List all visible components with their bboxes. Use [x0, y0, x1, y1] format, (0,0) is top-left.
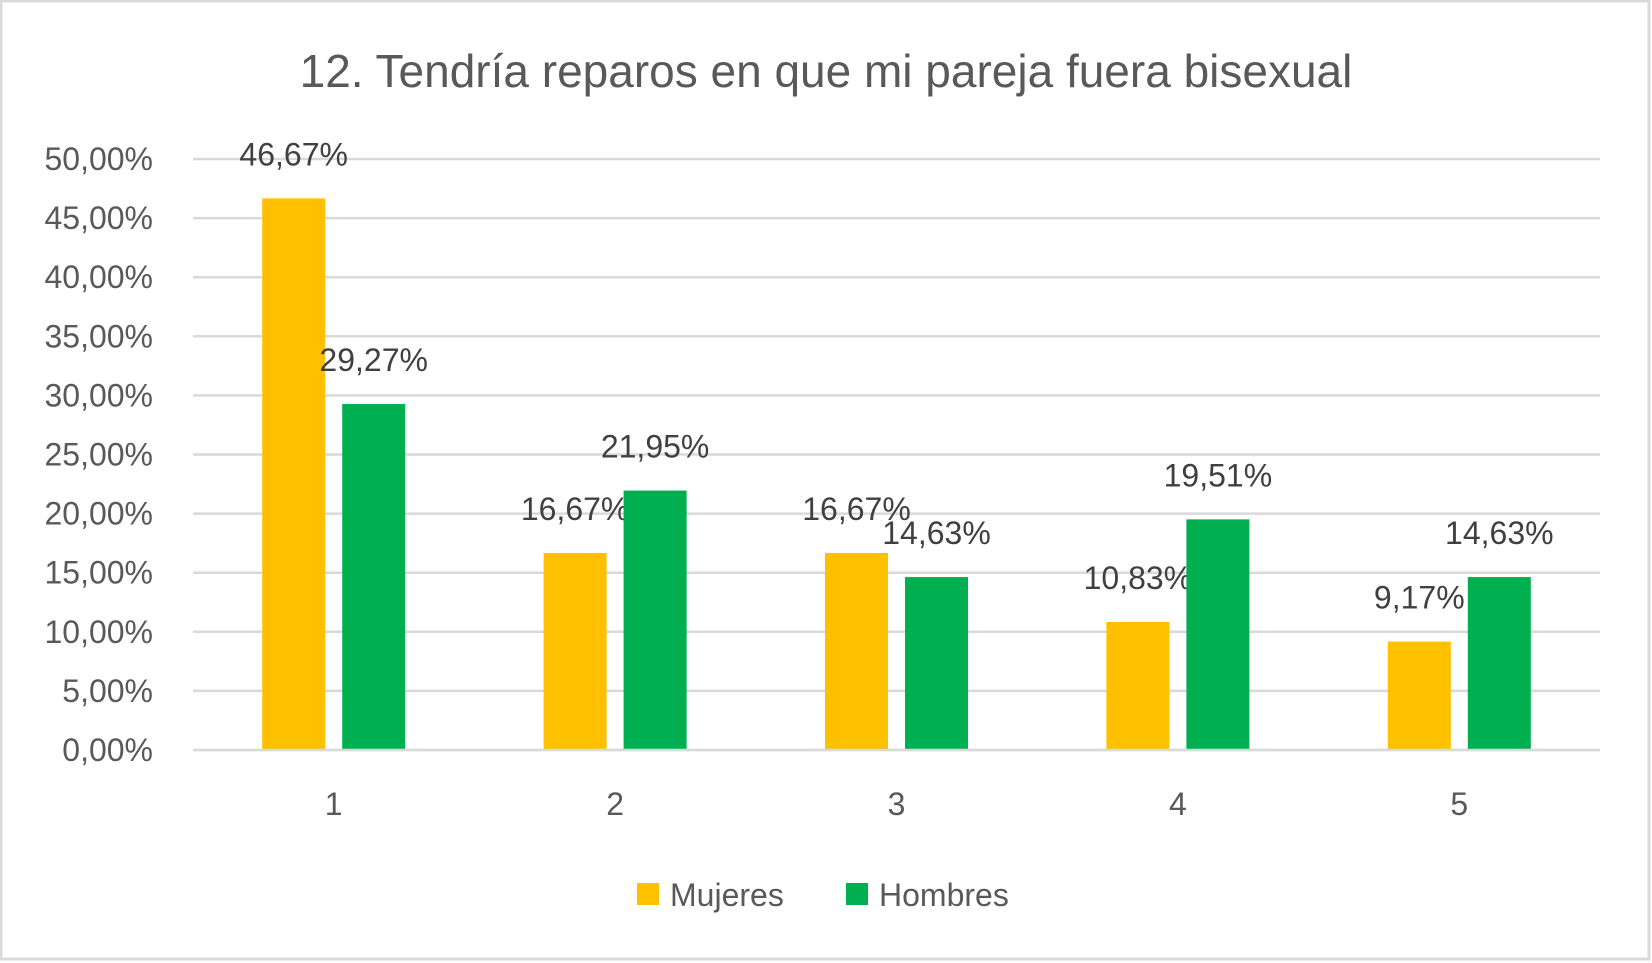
bar-mujeres	[1106, 621, 1170, 750]
y-tick-label: 50,00%	[44, 141, 153, 177]
y-tick-label: 15,00%	[44, 555, 153, 591]
y-tick-label: 10,00%	[44, 614, 153, 650]
data-label: 14,63%	[1445, 515, 1554, 551]
bar-hombres	[342, 404, 406, 750]
y-tick-label: 30,00%	[44, 377, 153, 413]
y-tick-label: 40,00%	[44, 259, 153, 295]
legend-swatch-mujeres	[637, 883, 659, 905]
data-label: 46,67%	[239, 136, 348, 172]
data-label: 29,27%	[319, 342, 428, 378]
legend-swatch-hombres	[846, 883, 868, 905]
bar-hombres	[1467, 577, 1531, 750]
legend-label-hombres: Hombres	[879, 877, 1009, 913]
x-tick-label: 2	[606, 786, 624, 822]
bar-mujeres	[825, 552, 888, 750]
chart-title: 12. Tendría reparos en que mi pareja fue…	[300, 45, 1353, 97]
legend: Mujeres Hombres	[637, 877, 1009, 913]
bar-hombres	[623, 490, 687, 750]
bar-mujeres	[262, 198, 326, 750]
bar-hombres	[905, 577, 968, 750]
data-label: 16,67%	[802, 491, 911, 527]
data-label: 14,63%	[882, 515, 991, 551]
y-tick-label: 20,00%	[44, 496, 153, 532]
x-tick-label: 5	[1450, 786, 1468, 822]
y-tick-label: 0,00%	[62, 732, 153, 768]
y-tick-label: 35,00%	[44, 318, 153, 354]
legend-label-mujeres: Mujeres	[670, 877, 784, 913]
bar-mujeres	[543, 552, 607, 750]
y-tick-label: 45,00%	[44, 200, 153, 236]
data-label: 10,83%	[1084, 560, 1193, 596]
bar-mujeres	[1387, 641, 1451, 750]
data-label: 16,67%	[521, 491, 630, 527]
data-label: 19,51%	[1164, 457, 1273, 493]
bar-hombres	[1186, 519, 1250, 750]
data-label: 9,17%	[1374, 580, 1465, 616]
y-tick-label: 5,00%	[62, 673, 153, 709]
x-tick-label: 3	[888, 786, 906, 822]
x-tick-label: 4	[1169, 786, 1187, 822]
x-tick-label: 1	[325, 786, 343, 822]
y-tick-label: 25,00%	[44, 437, 153, 473]
data-label: 21,95%	[601, 429, 710, 465]
